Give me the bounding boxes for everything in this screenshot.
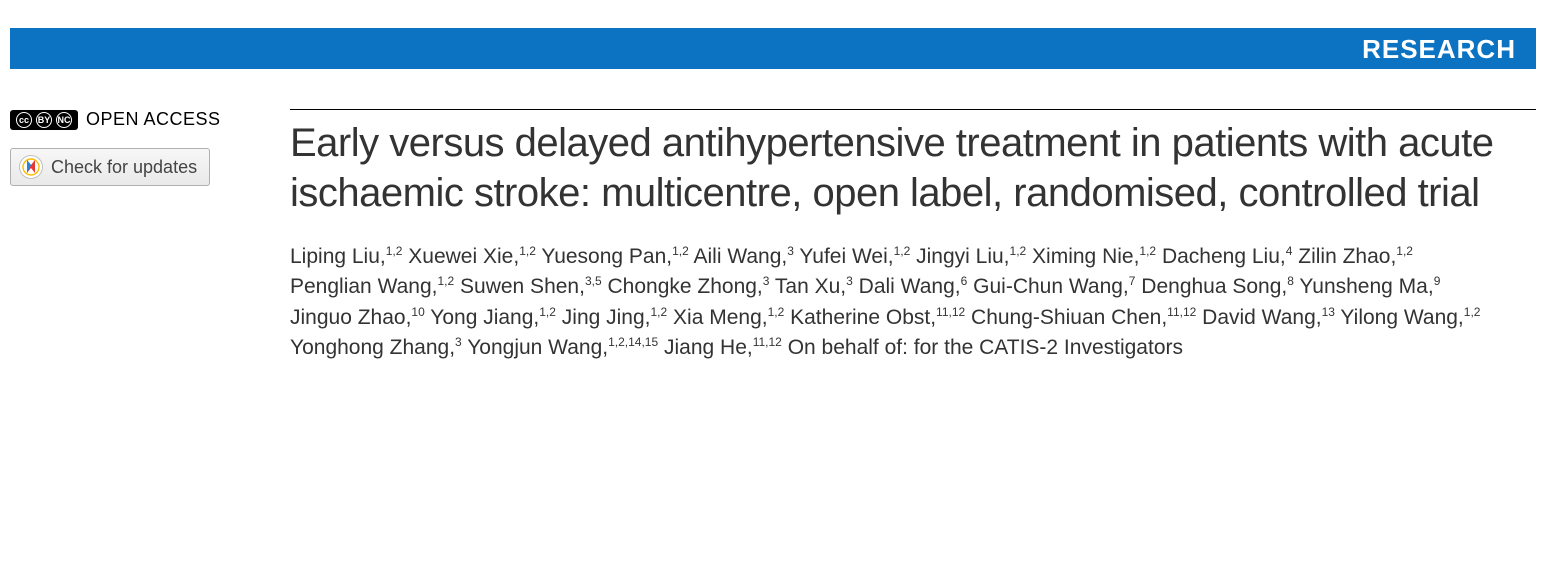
author-affiliation: 1,2,14,15: [608, 335, 658, 349]
author-affiliation: 10: [411, 305, 424, 319]
section-banner: RESEARCH: [10, 28, 1536, 69]
author-affiliation: 1,2: [1139, 244, 1156, 258]
author-name: Chung-Shiuan Chen,: [971, 306, 1167, 329]
author-affiliation: 1,2: [1010, 244, 1027, 258]
author-name: Suwen Shen,: [460, 275, 585, 298]
author-affiliation: 3: [846, 274, 853, 288]
open-access-label: OPEN ACCESS: [86, 109, 221, 130]
author-name: Yunsheng Ma,: [1299, 275, 1433, 298]
author-name: Liping Liu,: [290, 245, 386, 268]
author-name: Yufei Wei,: [799, 245, 893, 268]
author-name: Tan Xu,: [775, 275, 846, 298]
author-name: Zilin Zhao,: [1298, 245, 1396, 268]
author-name: Yongjun Wang,: [467, 336, 608, 359]
banner-label: RESEARCH: [1362, 34, 1516, 64]
author-affiliation: 11,12: [936, 305, 965, 319]
author-name: Jing Jing,: [562, 306, 651, 329]
author-name: Chongke Zhong,: [607, 275, 762, 298]
author-affiliation: 1,2: [1464, 305, 1481, 319]
article-main: Early versus delayed antihypertensive tr…: [290, 109, 1536, 364]
check-updates-label: Check for updates: [51, 157, 197, 178]
author-affiliation: 1,2: [539, 305, 556, 319]
author-name: Dali Wang,: [859, 275, 961, 298]
author-affiliation: 3: [763, 274, 770, 288]
author-name: Gui-Chun Wang,: [973, 275, 1129, 298]
author-affiliation: 3: [787, 244, 794, 258]
author-affiliation: 13: [1322, 305, 1335, 319]
by-icon: BY: [36, 112, 52, 128]
crossmark-icon: [19, 155, 43, 179]
author-affiliation: 3,5: [585, 274, 602, 288]
author-name: Jinguo Zhao,: [290, 306, 411, 329]
author-name: Yuesong Pan,: [541, 245, 672, 268]
nc-icon: NC: [56, 112, 72, 128]
author-affiliation: 8: [1287, 274, 1294, 288]
author-affiliation: 1,2: [519, 244, 536, 258]
author-affiliation: 1,2: [651, 305, 668, 319]
author-affiliation: 1,2: [437, 274, 454, 288]
author-affiliation: 4: [1286, 244, 1293, 258]
author-name: Yonghong Zhang,: [290, 336, 455, 359]
article-title: Early versus delayed antihypertensive tr…: [290, 118, 1496, 218]
author-name: Penglian Wang,: [290, 275, 437, 298]
author-affiliation: 1,2: [386, 244, 403, 258]
author-name: Ximing Nie,: [1032, 245, 1139, 268]
author-affiliation: 1,2: [1396, 244, 1413, 258]
author-name: David Wang,: [1202, 306, 1321, 329]
author-affiliation: 11,12: [1167, 305, 1196, 319]
cc-license-icon: cc BY NC: [10, 110, 78, 130]
author-name: Jiang He,: [664, 336, 753, 359]
author-name: Katherine Obst,: [790, 306, 936, 329]
author-list: Liping Liu,1,2 Xuewei Xie,1,2 Yuesong Pa…: [290, 242, 1496, 364]
author-affiliation: 1,2: [672, 244, 689, 258]
page-layout: cc BY NC OPEN ACCESS Check for updates E…: [10, 109, 1536, 364]
author-affiliation: 6: [961, 274, 968, 288]
author-affiliation: 1,2: [768, 305, 785, 319]
author-affiliation: 1,2: [894, 244, 911, 258]
check-updates-button[interactable]: Check for updates: [10, 148, 210, 186]
open-access-row: cc BY NC OPEN ACCESS: [10, 109, 270, 130]
author-affiliation: 11,12: [753, 335, 782, 349]
author-affiliation: 3: [455, 335, 462, 349]
author-name: Yilong Wang,: [1340, 306, 1463, 329]
author-affiliation: 9: [1434, 274, 1441, 288]
author-name: Dacheng Liu,: [1162, 245, 1286, 268]
cc-icon: cc: [16, 112, 32, 128]
author-name: Jingyi Liu,: [916, 245, 1009, 268]
author-suffix: On behalf of: for the CATIS-2 Investigat…: [788, 336, 1183, 359]
author-name: Xuewei Xie,: [408, 245, 519, 268]
author-affiliation: 7: [1129, 274, 1136, 288]
author-name: Yong Jiang,: [430, 306, 539, 329]
author-name: Denghua Song,: [1141, 275, 1287, 298]
author-name: Xia Meng,: [673, 306, 768, 329]
author-name: Aili Wang,: [694, 245, 788, 268]
sidebar: cc BY NC OPEN ACCESS Check for updates: [10, 109, 290, 364]
